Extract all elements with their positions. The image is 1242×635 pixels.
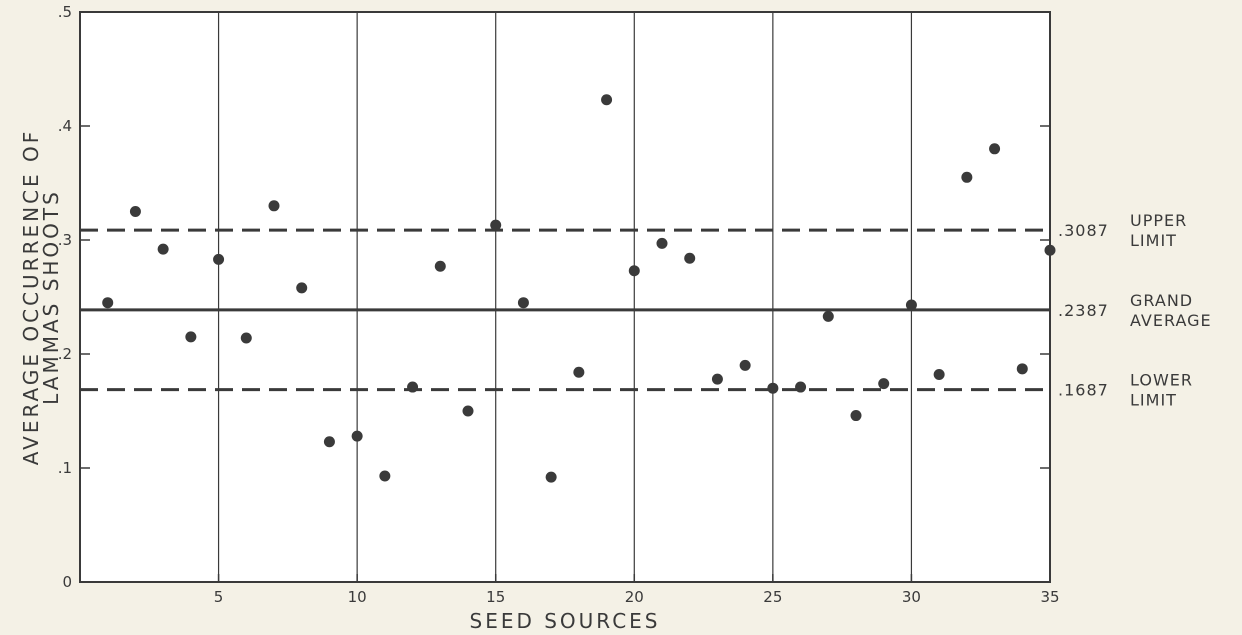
- x-tick-label: 30: [902, 588, 921, 606]
- reference-lines: .3087UPPERLIMIT.2387GRANDAVERAGE.1687LOW…: [80, 211, 1212, 410]
- data-point: [739, 359, 751, 371]
- data-point: [628, 265, 640, 277]
- y-tick-label: .3: [58, 231, 72, 249]
- data-point: [296, 282, 308, 294]
- x-tick-label: 15: [486, 588, 505, 606]
- x-tick-label: 35: [1040, 588, 1059, 606]
- data-point: [822, 310, 834, 322]
- x-axis-title: SEED SOURCES: [470, 609, 661, 633]
- y-tick-label: .4: [58, 117, 72, 135]
- reference-name-label: LOWER: [1130, 371, 1193, 390]
- data-point: [407, 381, 419, 393]
- data-point: [102, 297, 114, 309]
- reference-value-label: .1687: [1058, 381, 1109, 400]
- data-point: [933, 369, 945, 381]
- data-point: [684, 252, 696, 264]
- data-point: [573, 366, 585, 378]
- data-point: [517, 297, 529, 309]
- data-point: [601, 94, 613, 106]
- data-point: [905, 299, 917, 311]
- reference-name-label: UPPER: [1130, 211, 1187, 230]
- data-point: [656, 237, 668, 249]
- gridlines: [217, 12, 913, 582]
- data-point: [129, 206, 141, 217]
- reference-name-label: LIMIT: [1130, 231, 1177, 250]
- data-point: [1016, 363, 1028, 375]
- y-axis-title-line-2: LAMMAS SHOOTS: [39, 189, 63, 405]
- data-point: [240, 332, 252, 344]
- data-point: [185, 331, 197, 343]
- x-tick-label: 10: [348, 588, 367, 606]
- axis-ticks: 0 .1 .2 .3 .4 .5 5 10 15 20 25 30 35: [58, 3, 1060, 606]
- data-point: [490, 219, 502, 231]
- data-point: [850, 410, 862, 422]
- data-point: [545, 471, 557, 483]
- plot-area: [80, 12, 1050, 582]
- data-point: [961, 171, 973, 183]
- data-points: [102, 94, 1056, 483]
- reference-name-label: AVERAGE: [1130, 311, 1212, 330]
- y-axis-title-line-1: AVERAGE OCCURRENCE OF: [19, 129, 43, 466]
- reference-value-label: .3087: [1058, 221, 1109, 240]
- data-point: [711, 373, 723, 385]
- reference-name-label: GRAND: [1130, 291, 1193, 310]
- data-point: [323, 436, 335, 448]
- x-tick-label: 20: [625, 588, 644, 606]
- plot-frame: [79, 11, 1051, 583]
- data-point: [379, 470, 391, 482]
- y-tick-label: .1: [58, 459, 72, 477]
- data-point: [213, 253, 225, 265]
- data-point: [462, 405, 474, 417]
- data-point: [268, 200, 280, 212]
- reference-value-label: .2387: [1058, 301, 1109, 320]
- y-tick-label: 0: [62, 573, 72, 591]
- x-tick-label: 5: [214, 588, 224, 606]
- data-point: [878, 378, 890, 390]
- y-tick-label: .5: [58, 3, 72, 21]
- data-point: [434, 260, 446, 272]
- y-tick-label: .2: [58, 345, 72, 363]
- data-point: [157, 243, 169, 255]
- reference-name-label: LIMIT: [1130, 391, 1177, 410]
- data-point: [767, 382, 779, 394]
- data-point: [989, 143, 1001, 155]
- x-tick-label: 25: [763, 588, 782, 606]
- data-point: [351, 430, 363, 442]
- data-point: [795, 381, 807, 393]
